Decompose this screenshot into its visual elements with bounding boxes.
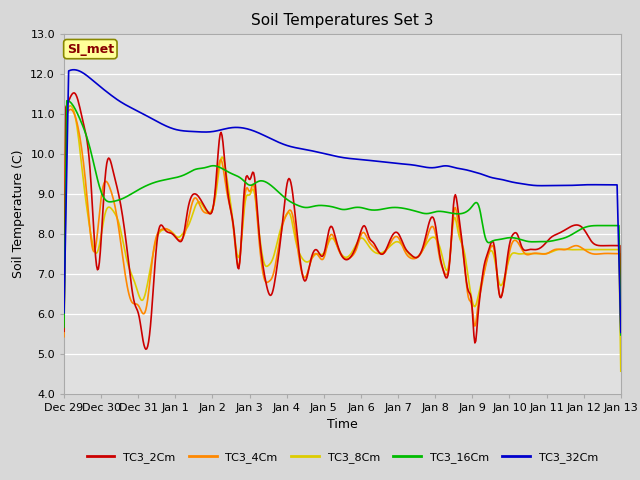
Text: SI_met: SI_met xyxy=(67,43,114,56)
Y-axis label: Soil Temperature (C): Soil Temperature (C) xyxy=(12,149,25,278)
X-axis label: Time: Time xyxy=(327,418,358,431)
Legend: TC3_2Cm, TC3_4Cm, TC3_8Cm, TC3_16Cm, TC3_32Cm: TC3_2Cm, TC3_4Cm, TC3_8Cm, TC3_16Cm, TC3… xyxy=(82,447,603,467)
Title: Soil Temperatures Set 3: Soil Temperatures Set 3 xyxy=(251,13,434,28)
